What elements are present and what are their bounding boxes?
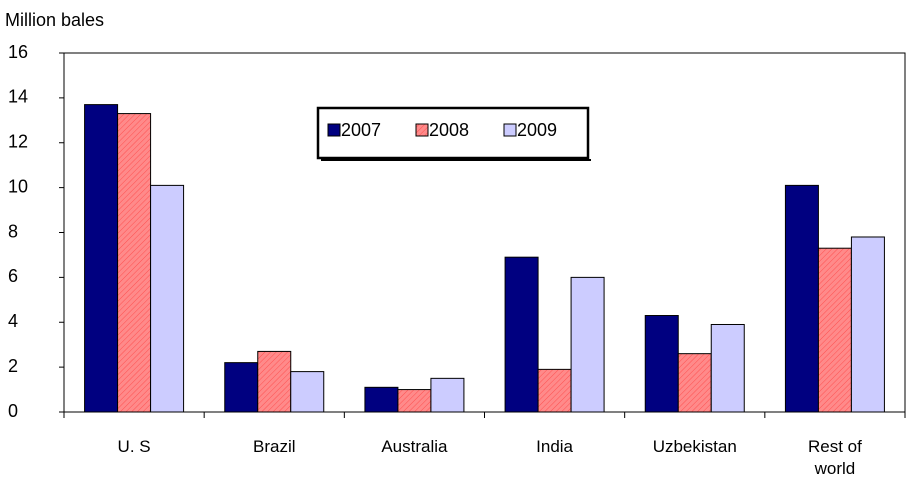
bar — [117, 113, 152, 413]
x-tick-label: Uzbekistan — [652, 437, 737, 456]
bar — [677, 353, 712, 413]
legend-label: 2007 — [341, 120, 381, 140]
bar — [224, 362, 259, 413]
legend-swatch — [415, 123, 429, 137]
legend-swatch — [503, 123, 517, 137]
bar — [397, 389, 432, 413]
bar — [364, 386, 399, 413]
bar — [84, 104, 119, 413]
bar — [257, 350, 292, 413]
bar — [710, 323, 745, 413]
bar — [784, 184, 819, 413]
bar — [817, 247, 852, 413]
bar — [537, 368, 572, 413]
y-axis-label: Million bales — [5, 10, 104, 30]
bar — [570, 276, 605, 413]
y-tick-label: 10 — [8, 176, 28, 196]
y-tick-label: 8 — [8, 221, 18, 241]
legend-swatch — [327, 123, 341, 137]
y-tick-label: 2 — [8, 356, 18, 376]
y-tick-label: 6 — [8, 266, 18, 286]
bar — [850, 236, 885, 413]
y-tick-label: 14 — [8, 87, 28, 107]
bar — [290, 371, 325, 413]
x-tick-label: Rest of world — [807, 437, 862, 478]
y-tick-label: 4 — [8, 311, 18, 331]
legend-label: 2008 — [429, 120, 469, 140]
legend-box — [316, 106, 590, 160]
legend-label: 2009 — [517, 120, 557, 140]
bar — [504, 256, 539, 413]
y-tick-label: 12 — [8, 132, 28, 152]
y-tick-label: 16 — [8, 42, 28, 62]
y-tick-label: 0 — [8, 401, 18, 421]
x-tick-label: U. S — [117, 437, 151, 456]
bar — [430, 377, 465, 413]
bar — [644, 315, 679, 413]
bar — [150, 184, 185, 413]
x-tick-label: Brazil — [252, 437, 296, 456]
x-tick-label: India — [536, 437, 574, 456]
x-tick-label: Australia — [381, 437, 448, 456]
